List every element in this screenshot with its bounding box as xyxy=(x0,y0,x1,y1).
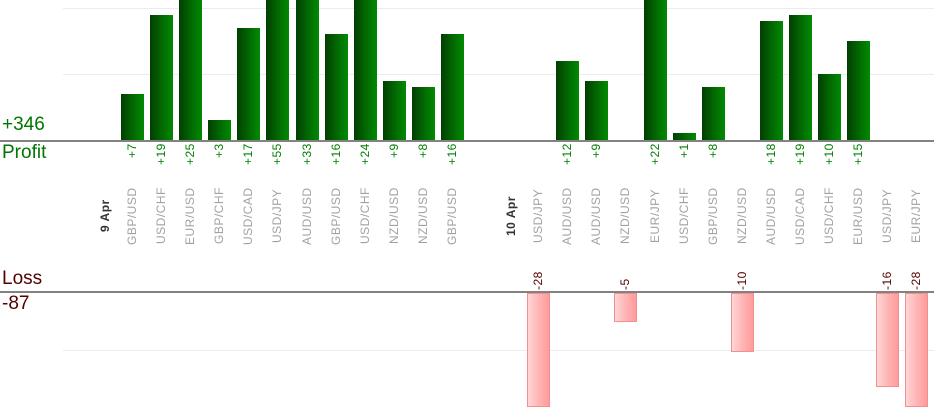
profit-bar xyxy=(237,28,260,140)
loss-value-label: -28 xyxy=(531,271,545,290)
profit-value-label: +16 xyxy=(445,143,459,165)
profit-bar xyxy=(296,0,319,140)
profit-value-label: +22 xyxy=(648,143,662,165)
profit-bar xyxy=(383,81,406,140)
loss-gridline xyxy=(63,350,934,351)
profit-bar xyxy=(702,87,725,140)
profit-bar xyxy=(179,0,202,140)
loss-total-label: -87 xyxy=(2,293,30,314)
profit-axis-label: Profit xyxy=(2,142,47,163)
profit-bar xyxy=(121,94,144,140)
profit-axis-line xyxy=(0,140,934,142)
pair-label: NZD/USD xyxy=(735,187,749,245)
profit-value-label: +8 xyxy=(416,143,430,158)
profit-bar xyxy=(412,87,435,140)
profit-bar xyxy=(585,81,608,140)
profit-bar xyxy=(818,74,841,140)
profit-bar xyxy=(441,34,464,140)
loss-bar xyxy=(905,293,928,407)
loss-value-label: -10 xyxy=(735,271,749,290)
profit-total-label: +346 xyxy=(2,114,45,135)
loss-axis-label: Loss xyxy=(2,268,43,289)
date-label: 9 Apr xyxy=(98,199,112,233)
loss-bar xyxy=(527,293,550,407)
profit-value-label: +55 xyxy=(270,143,284,165)
profit-bar xyxy=(266,0,289,140)
profit-bar xyxy=(208,120,231,140)
date-label: 10 Apr xyxy=(504,196,518,236)
profit-bar xyxy=(644,0,667,140)
profit-bar xyxy=(150,15,173,140)
profit-value-label: +12 xyxy=(560,143,574,165)
loss-value-label: -5 xyxy=(618,278,632,290)
loss-bar xyxy=(614,293,637,322)
profit-bar xyxy=(354,0,377,140)
profit-value-label: +19 xyxy=(793,143,807,165)
profit-bar xyxy=(556,61,579,140)
profit-value-label: +7 xyxy=(125,143,139,158)
loss-bar xyxy=(876,293,899,387)
profit-bar xyxy=(325,34,348,140)
profit-value-label: +33 xyxy=(300,143,314,165)
profit-value-label: +17 xyxy=(241,143,255,165)
profit-bar xyxy=(673,133,696,140)
profit-gridline xyxy=(63,8,934,9)
profit-bar xyxy=(789,15,812,140)
pair-label: EUR/JPY xyxy=(909,188,923,244)
profit-value-label: +16 xyxy=(329,143,343,165)
pair-label: USD/JPY xyxy=(880,188,894,244)
profit-value-label: +19 xyxy=(154,143,168,165)
profit-value-label: +18 xyxy=(764,143,778,165)
profit-gridline xyxy=(63,74,934,75)
profit-value-label: +10 xyxy=(822,143,836,165)
profit-value-label: +9 xyxy=(387,143,401,158)
profit-value-label: +15 xyxy=(851,143,865,165)
loss-axis-line xyxy=(0,291,934,293)
loss-bar xyxy=(731,293,754,352)
loss-value-label: -28 xyxy=(909,271,923,290)
profit-bar xyxy=(847,41,870,140)
profit-value-label: +25 xyxy=(183,143,197,165)
profit-value-label: +9 xyxy=(589,143,603,158)
profit-bar xyxy=(760,21,783,140)
profit-value-label: +24 xyxy=(358,143,372,165)
pair-label: USD/JPY xyxy=(531,188,545,244)
profit-value-label: +8 xyxy=(706,143,720,158)
profit-value-label: +3 xyxy=(212,143,226,158)
pair-label: NZD/USD xyxy=(618,187,632,245)
profit-value-label: +1 xyxy=(677,143,691,158)
loss-value-label: -16 xyxy=(880,271,894,290)
